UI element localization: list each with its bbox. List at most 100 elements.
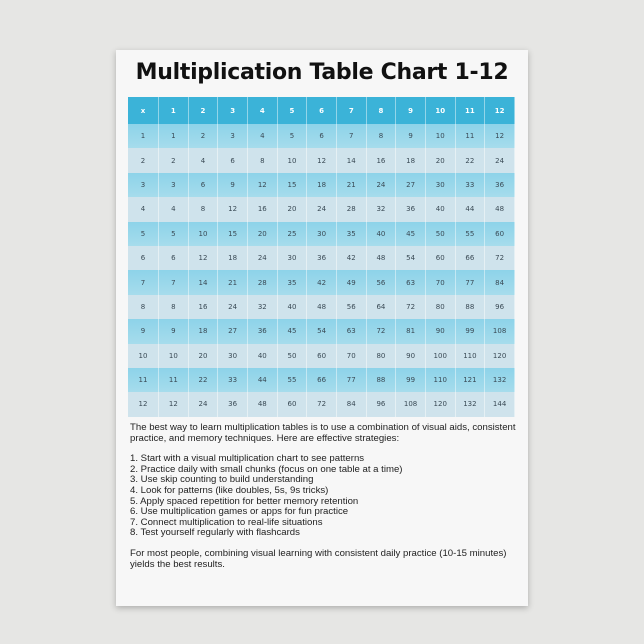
table-cell: 30	[277, 245, 308, 271]
table-cell: 16	[188, 294, 219, 320]
table-cell: 5	[277, 124, 308, 149]
table-cell: 30	[306, 221, 337, 246]
column-header: 12	[484, 97, 515, 124]
table-cell: 30	[217, 343, 248, 368]
table-cell: 10	[277, 148, 308, 173]
column-header: 11	[455, 97, 486, 124]
column-header: 6	[306, 97, 337, 124]
table-cell: 84	[484, 270, 515, 295]
table-cell: 16	[247, 197, 278, 222]
table-cell: 24	[217, 294, 248, 320]
table-cell: 72	[366, 319, 397, 344]
table-cell: 72	[484, 245, 515, 271]
table-cell: 88	[455, 294, 486, 320]
table-cell: 4	[247, 124, 278, 149]
table-cell: 2	[158, 148, 189, 173]
table-row: 8 8 16 24 32 40 48 56 64 72 80 88 96	[128, 294, 515, 320]
table-cell: 21	[217, 270, 248, 295]
table-cell: 36	[395, 197, 426, 222]
table-cell: 44	[455, 197, 486, 222]
table-cell: 7	[158, 270, 189, 295]
table-cell: 77	[455, 270, 486, 295]
table-cell: 32	[366, 197, 397, 222]
table-cell: 40	[247, 343, 278, 368]
table-cell: 49	[336, 270, 367, 295]
table-cell: 60	[425, 245, 456, 271]
table-cell: 10	[188, 221, 219, 246]
table-cell: 56	[336, 294, 367, 320]
table-cell: 24	[247, 245, 278, 271]
table-cell: 40	[425, 197, 456, 222]
table-cell: 72	[395, 294, 426, 320]
table-row: 9 9 18 27 36 45 54 63 72 81 90 99 108	[128, 319, 515, 344]
table-cell: 10	[425, 124, 456, 149]
table-cell: 3	[217, 124, 248, 149]
corner-cell: x	[128, 97, 159, 124]
row-header: 1	[128, 124, 159, 149]
table-cell: 66	[306, 367, 337, 393]
table-cell: 18	[395, 148, 426, 173]
table-cell: 60	[484, 221, 515, 246]
table-row: 11 11 22 33 44 55 66 77 88 99 110 121 132	[128, 367, 515, 393]
table-cell: 24	[484, 148, 515, 173]
table-cell: 4	[188, 148, 219, 173]
page-title: Multiplication Table Chart 1-12	[135, 60, 509, 85]
table-cell: 80	[425, 294, 456, 320]
table-cell: 84	[336, 392, 367, 417]
strategy-item: 8. Test yourself regularly with flashcar…	[130, 527, 300, 539]
table-cell: 50	[425, 221, 456, 246]
table-cell: 100	[425, 343, 456, 368]
table-cell: 12	[306, 148, 337, 173]
table-cell: 12	[188, 245, 219, 271]
table-cell: 44	[247, 367, 278, 393]
table-cell: 9	[395, 124, 426, 149]
table-cell: 6	[217, 148, 248, 173]
table-cell: 30	[425, 172, 456, 198]
table-cell: 10	[158, 343, 189, 368]
table-cell: 132	[455, 392, 486, 417]
table-cell: 33	[217, 367, 248, 393]
table-cell: 9	[217, 172, 248, 198]
table-cell: 18	[217, 245, 248, 271]
table-cell: 48	[366, 245, 397, 271]
column-header: 1	[158, 97, 189, 124]
table-cell: 42	[306, 270, 337, 295]
table-row: 6 6 12 18 24 30 36 42 48 54 60 66 72	[128, 245, 515, 271]
table-cell: 40	[277, 294, 308, 320]
strategy-list: 1. Start with a visual multiplication ch…	[130, 454, 520, 539]
strategy-item: 6. Use multiplication games or apps for …	[130, 506, 349, 518]
table-cell: 40	[366, 221, 397, 246]
table-cell: 7	[336, 124, 367, 149]
strategy-item: 4. Look for patterns (like doubles, 5s, …	[130, 484, 329, 496]
table-cell: 18	[188, 319, 219, 344]
strategy-item: 7. Connect multiplication to real-life s…	[130, 516, 323, 528]
table-row: 7 7 14 21 28 35 42 49 56 63 70 77 84	[128, 270, 515, 295]
table-cell: 90	[425, 319, 456, 344]
table-cell: 24	[188, 392, 219, 417]
table-cell: 22	[188, 367, 219, 393]
table-cell: 27	[217, 319, 248, 344]
table-cell: 120	[425, 392, 456, 417]
table-cell: 6	[158, 245, 189, 271]
row-header: 11	[128, 367, 159, 393]
table-cell: 48	[484, 197, 515, 222]
table-cell: 63	[395, 270, 426, 295]
table-header-row: x 1 2 3 4 5 6 7 8 9 10 11 12	[128, 97, 515, 124]
table-cell: 12	[247, 172, 278, 198]
table-cell: 132	[484, 367, 515, 393]
table-cell: 48	[306, 294, 337, 320]
table-cell: 12	[217, 197, 248, 222]
table-cell: 8	[247, 148, 278, 173]
table-cell: 144	[484, 392, 515, 417]
table-cell: 24	[366, 172, 397, 198]
table-cell: 64	[366, 294, 397, 320]
table-cell: 20	[277, 197, 308, 222]
table-cell: 3	[158, 172, 189, 198]
table-cell: 54	[395, 245, 426, 271]
row-header: 5	[128, 221, 159, 246]
table-cell: 14	[188, 270, 219, 295]
table-cell: 90	[395, 343, 426, 368]
table-cell: 36	[217, 392, 248, 417]
table-cell: 88	[366, 367, 397, 393]
table-cell: 1	[158, 124, 189, 149]
